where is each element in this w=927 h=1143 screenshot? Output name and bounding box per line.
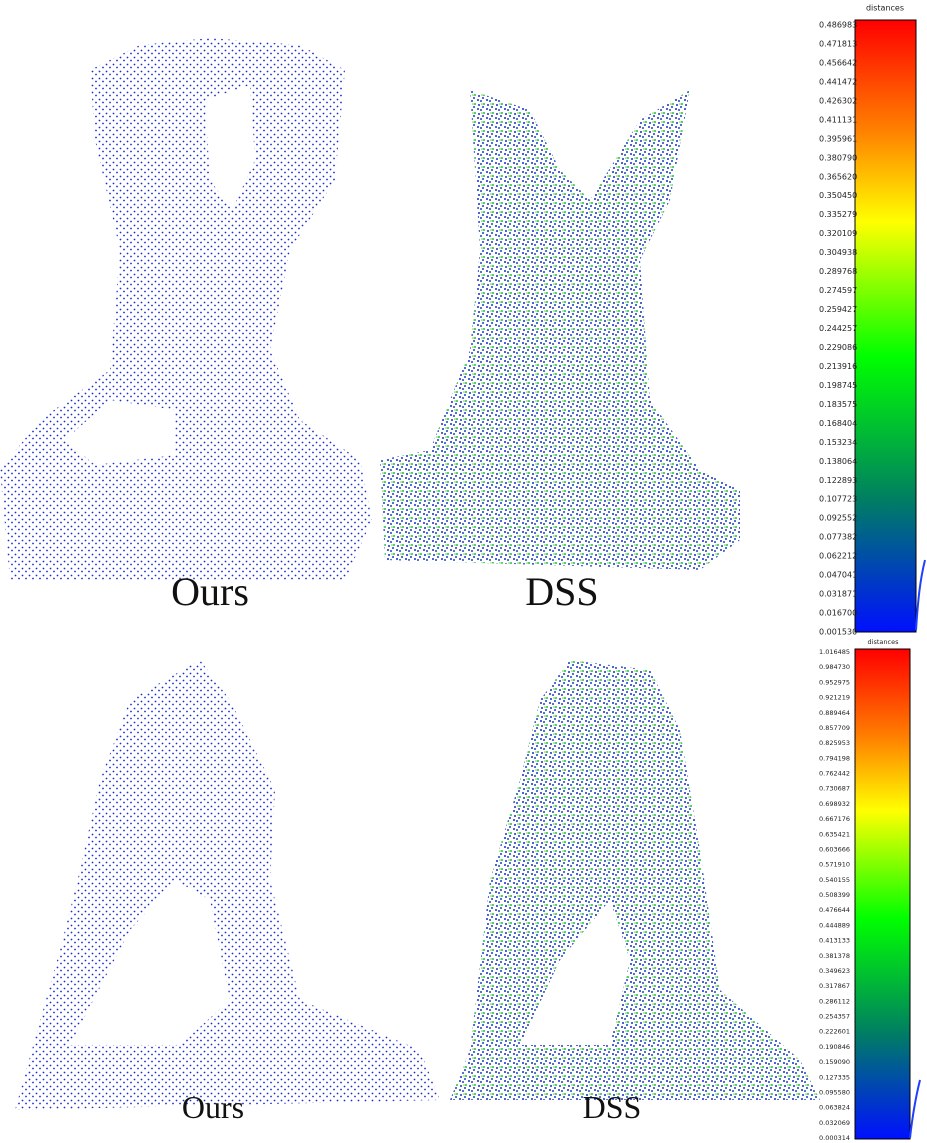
colorbar-tick-label: 0.077382 [819, 533, 857, 542]
caption: DSS [583, 1089, 642, 1125]
colorbar-tick-label: 1.016485 [819, 648, 850, 656]
colorbar-tick-label: 0.730687 [819, 785, 850, 793]
colorbar-tick-label: 0.411131 [819, 115, 857, 124]
point-cloud-ours [0, 38, 372, 580]
colorbar-tick-label: 0.825953 [819, 739, 850, 747]
colorbar-tick-label: 0.476644 [819, 906, 850, 914]
colorbar-tick-label: 0.486983 [819, 21, 857, 30]
colorbar-tick-label: 0.380790 [819, 153, 857, 162]
colorbar-tick-label: 0.762442 [819, 770, 850, 778]
colorbar-tick-label: 0.635421 [819, 830, 850, 838]
colorbar-tick-label: 0.381378 [819, 952, 850, 960]
colorbar-tick-label: 0.244257 [819, 324, 857, 333]
colorbar-tick-label: 0.456642 [819, 58, 857, 67]
colorbar-tick-label: 0.274597 [819, 286, 857, 295]
colorbar-tick-label: 0.441472 [819, 77, 857, 86]
colorbar-tick-label: 0.168404 [819, 419, 857, 428]
colorbar-tick-label: 0.365620 [819, 172, 857, 181]
colorbar-tick-label: 0.138064 [819, 457, 857, 466]
colorbar-tick-label: 0.092552 [819, 514, 857, 523]
colorbar-title: distances [868, 638, 900, 646]
colorbar-tick-label: 0.667176 [819, 815, 850, 823]
colorbar-tick-label: 0.921219 [819, 694, 850, 702]
colorbar-tick-label: 0.471813 [819, 39, 857, 48]
colorbar-tick-label: 0.198745 [819, 381, 857, 390]
colorbar-tick-label: 0.159090 [819, 1058, 850, 1066]
colorbar-tick-label: 0.229086 [819, 343, 857, 352]
colorbar-tick-label: 0.122893 [819, 476, 857, 485]
colorbar-tick-label: 0.603666 [819, 845, 850, 853]
colorbar-tick-label: 0.444889 [819, 921, 850, 929]
colorbar-tick-label: 0.320109 [819, 229, 857, 238]
colorbar-tick-label: 0.857709 [819, 724, 850, 732]
histogram-curve [910, 1080, 920, 1138]
colorbar-tick-label: 0.153234 [819, 438, 857, 447]
colorbar-tick-label: 0.127335 [819, 1073, 850, 1081]
colorbar-tick-label: 0.889464 [819, 709, 850, 717]
colorbar-tick-label: 0.349623 [819, 967, 850, 975]
colorbar-tick-label: 0.095580 [819, 1088, 850, 1096]
figure: Ours DSS distances 0.486983 0.471813 0.456642… [0, 0, 927, 1143]
colorbar-tick-label: 0.304938 [819, 248, 857, 257]
colorbar-tick-label: 0.016700 [819, 609, 857, 618]
colorbar [855, 649, 910, 1139]
colorbar-tick-label: 0.190846 [819, 1043, 850, 1051]
colorbar-tick-label: 0.317867 [819, 982, 850, 990]
colorbar-tick-label: 0.213916 [819, 362, 857, 371]
colorbar-tick-label: 0.000314 [819, 1134, 850, 1142]
colorbar-tick-label: 0.413133 [819, 937, 850, 945]
colorbar-title: distances [866, 4, 904, 13]
colorbar-tick-label: 0.335279 [819, 210, 857, 219]
colorbar-tick-label: 0.794198 [819, 754, 850, 762]
caption: Ours [171, 569, 249, 614]
colorbar-tick-label: 0.508399 [819, 891, 850, 899]
caption: Ours [182, 1089, 244, 1125]
colorbar-tick-label: 0.047041 [819, 571, 857, 580]
point-cloud-dss [380, 90, 740, 570]
colorbar-tick-label: 0.001530 [819, 628, 857, 637]
caption: DSS [525, 569, 598, 614]
colorbar-tick-label: 0.062212 [819, 552, 857, 561]
colorbar-tick-label: 0.984730 [819, 663, 850, 671]
colorbar [855, 20, 916, 632]
colorbar-tick-label: 0.289768 [819, 267, 857, 276]
colorbar-tick-label: 0.032069 [819, 1119, 850, 1127]
colorbar-tick-label: 0.107723 [819, 495, 857, 504]
colorbar-tick-label: 0.350450 [819, 191, 857, 200]
colorbar-tick-label: 0.286112 [819, 997, 850, 1005]
colorbar-tick-label: 0.571910 [819, 861, 850, 869]
colorbar-tick-label: 0.254357 [819, 1013, 850, 1021]
colorbar-tick-label: 0.952975 [819, 678, 850, 686]
colorbar-tick-label: 0.222601 [819, 1028, 850, 1036]
colorbar-tick-label: 0.031871 [819, 590, 857, 599]
histogram-curve [916, 560, 925, 630]
colorbar-tick-label: 0.540155 [819, 876, 850, 884]
colorbar-tick-label: 0.183575 [819, 400, 857, 409]
colorbar-tick-label: 0.259427 [819, 305, 857, 314]
colorbar-tick-label: 0.426302 [819, 96, 857, 105]
figure-canvas: Ours DSS distances 0.486983 0.471813 0.456642… [0, 0, 927, 1143]
colorbar-tick-label: 0.395961 [819, 134, 857, 143]
point-cloud-dss [450, 660, 820, 1100]
colorbar-tick-label: 0.698932 [819, 800, 850, 808]
colorbar-tick-label: 0.063824 [819, 1104, 850, 1112]
